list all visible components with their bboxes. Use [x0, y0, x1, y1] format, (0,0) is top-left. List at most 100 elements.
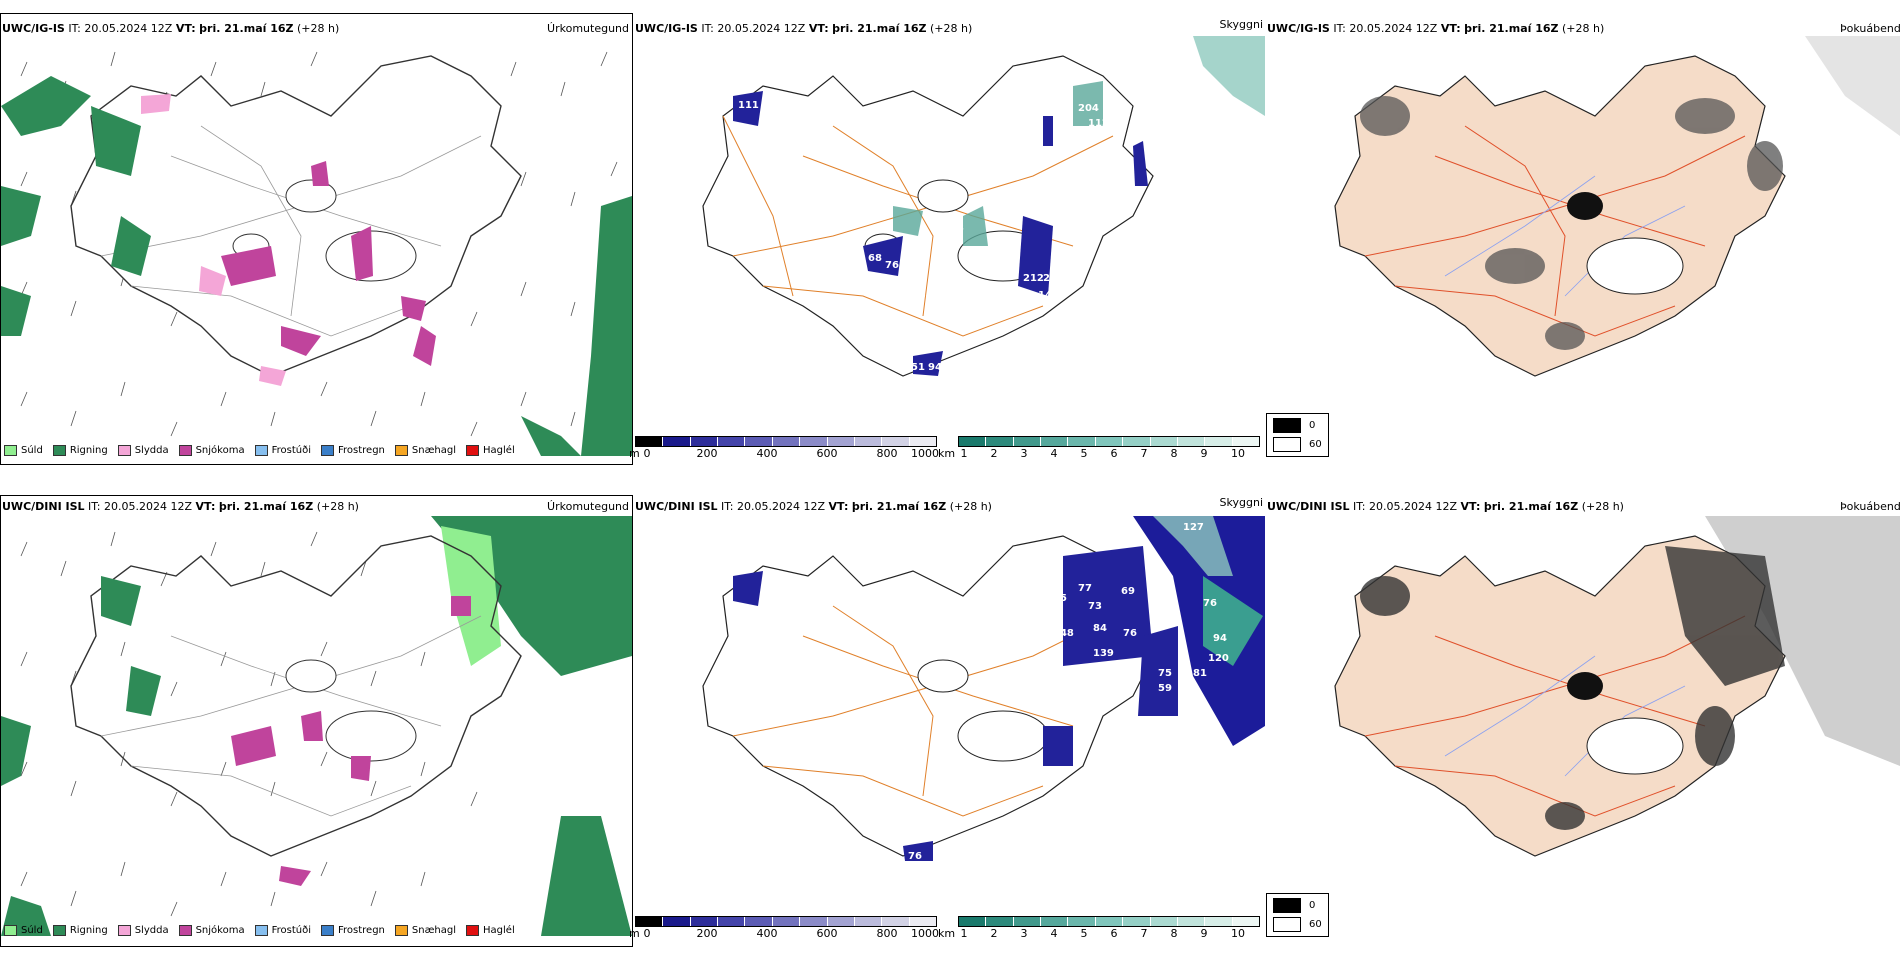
colorbar-segment	[1232, 917, 1259, 926]
fog-map	[1334, 36, 1900, 377]
colorbar-segment	[1177, 917, 1206, 926]
legend-item: Frostúði	[254, 445, 311, 456]
colorbar-segment	[690, 917, 719, 926]
colorbar-segment	[800, 917, 828, 926]
svg-text:39: 39	[928, 328, 942, 339]
visibility-colorbar: km 1 2 3 4 5 6 7 8 9 10	[938, 916, 1260, 941]
precip-map	[1, 51, 632, 456]
svg-text:55: 55	[1108, 758, 1122, 769]
legend-item: Haglél	[466, 925, 515, 936]
svg-text:97: 97	[933, 854, 947, 865]
panel-header: UWC/IG-IS IT: 20.05.2024 12Z VT: þri. 21…	[635, 22, 973, 35]
colorbar-segment	[636, 917, 664, 926]
legend-item: Súld	[4, 445, 43, 456]
colorbar-segment	[745, 437, 773, 446]
colorbar-segment	[882, 917, 910, 926]
legend-item: Frostregn	[321, 445, 385, 456]
colorbar-segment	[745, 917, 773, 926]
colorbar-segment	[718, 917, 746, 926]
rain-areas	[1, 76, 632, 456]
colorbar-segment	[1095, 437, 1124, 446]
visibility-colorbar: km 1 2 3 4 5 6 7 8 9 10	[938, 436, 1260, 461]
svg-text:212: 212	[1023, 273, 1044, 284]
colorbar-segment	[1123, 437, 1151, 446]
svg-text:148: 148	[1053, 628, 1074, 639]
panel-header: UWC/IG-IS IT: 20.05.2024 12Z VT: þri. 21…	[2, 22, 339, 35]
precip-legend: Súld Rigning Slydda Snjókoma Frostúði Fr…	[4, 445, 515, 456]
precip-map	[1, 516, 632, 936]
svg-text:77: 77	[1078, 583, 1092, 594]
colorbar-segment	[909, 917, 936, 926]
panel-title: Þokuábendi	[1840, 500, 1900, 513]
colorbar-segment	[827, 917, 855, 926]
colorbar-segment	[1095, 917, 1124, 926]
cloudbase-colorbar: m 0 200 400 600 800 1000	[629, 916, 939, 941]
panel-header: UWC/DINI ISL IT: 20.05.2024 12Z VT: þri.…	[1267, 500, 1624, 513]
colorbar-segment	[1013, 917, 1042, 926]
svg-text:68: 68	[868, 253, 882, 264]
svg-text:80: 80	[1003, 628, 1017, 639]
colorbar-segment	[1041, 917, 1069, 926]
svg-text:127: 127	[1183, 522, 1204, 533]
colorbar-segment	[1041, 437, 1069, 446]
svg-text:69: 69	[1121, 586, 1135, 597]
svg-text:51: 51	[911, 362, 925, 373]
colorbar-segment	[663, 917, 691, 926]
visibility-panel-top: UWC/IG-IS IT: 20.05.2024 12Z VT: þri. 21…	[629, 10, 1265, 480]
visibility-ticks: km 1 2 3 4 5 6 7 8 9 10	[938, 927, 1245, 940]
panel-header: UWC/DINI ISL IT: 20.05.2024 12Z VT: þri.…	[635, 500, 992, 513]
fog-legend: 0 60	[1266, 413, 1329, 457]
vt-value: þri. 21.maí 16Z	[199, 22, 294, 35]
fog-panel-top: UWC/IG-IS IT: 20.05.2024 12Z VT: þri. 21…	[1265, 10, 1900, 480]
colorbar-segment	[854, 437, 883, 446]
svg-text:84: 84	[1093, 623, 1107, 634]
row-bottom: UWC/DINI ISL IT: 20.05.2024 12Z VT: þri.…	[0, 490, 1900, 960]
colorbar-segment	[1150, 917, 1178, 926]
legend-item: Slydda	[117, 445, 169, 456]
svg-text:73: 73	[1088, 601, 1102, 612]
iceland-outline	[70, 55, 522, 377]
colorbar-segment	[1177, 437, 1206, 446]
svg-text:85: 85	[1053, 593, 1067, 604]
colorbar-segment	[1123, 917, 1151, 926]
colorbar-segment	[663, 437, 691, 446]
svg-text:76: 76	[1123, 628, 1137, 639]
svg-text:306: 306	[1033, 768, 1054, 779]
legend-item: Snæhagl	[394, 445, 456, 456]
sleet-areas	[141, 94, 286, 386]
colorbar-segment	[772, 437, 801, 446]
colorbar-segment	[827, 437, 855, 446]
svg-text:112: 112	[1088, 118, 1109, 129]
svg-text:76: 76	[908, 851, 922, 862]
precip-type-panel-top: UWC/IG-IS IT: 20.05.2024 12Z VT: þri. 21…	[0, 10, 633, 480]
panel-title: Skyggni	[1219, 496, 1263, 509]
colorbar-segment	[882, 437, 910, 446]
colorbar-segment	[1068, 917, 1096, 926]
svg-text:111: 111	[738, 100, 759, 111]
svg-text:139: 139	[1093, 648, 1114, 659]
panel-title: Skyggni	[1219, 18, 1263, 31]
vt-label: VT:	[175, 22, 196, 35]
panel-title: Úrkomutegund	[547, 22, 629, 35]
snow-areas	[221, 161, 436, 366]
map-frame	[0, 13, 633, 465]
model-name: UWC/IG-IS	[2, 22, 65, 35]
map-frame	[0, 495, 633, 947]
visibility-panel-bottom: UWC/DINI ISL IT: 20.05.2024 12Z VT: þri.…	[629, 490, 1265, 960]
legend-item: Frostregn	[321, 925, 385, 936]
precip-type-panel-bottom: UWC/DINI ISL IT: 20.05.2024 12Z VT: þri.…	[0, 490, 633, 960]
precip-legend: Súld Rigning Slydda Snjókoma Frostúði Fr…	[4, 925, 515, 936]
legend-item: Rigning	[52, 925, 108, 936]
visibility-labels: 111 204 208 112 68 76 118 185 39 51 94 2…	[723, 98, 1124, 373]
svg-text:93: 93	[933, 708, 947, 719]
fog-map	[1334, 516, 1900, 857]
svg-text:81: 81	[1193, 668, 1207, 679]
colorbar-segment	[1150, 437, 1178, 446]
colorbar-segment	[772, 917, 801, 926]
panel-title: Þokuábendi	[1840, 22, 1900, 35]
colorbar-segment	[959, 917, 987, 926]
colorbar-segment	[1232, 437, 1259, 446]
lead-time: (+28 h)	[297, 22, 340, 35]
svg-text:120: 120	[1208, 653, 1229, 664]
visibility-ticks: km 1 2 3 4 5 6 7 8 9 10	[938, 447, 1245, 460]
